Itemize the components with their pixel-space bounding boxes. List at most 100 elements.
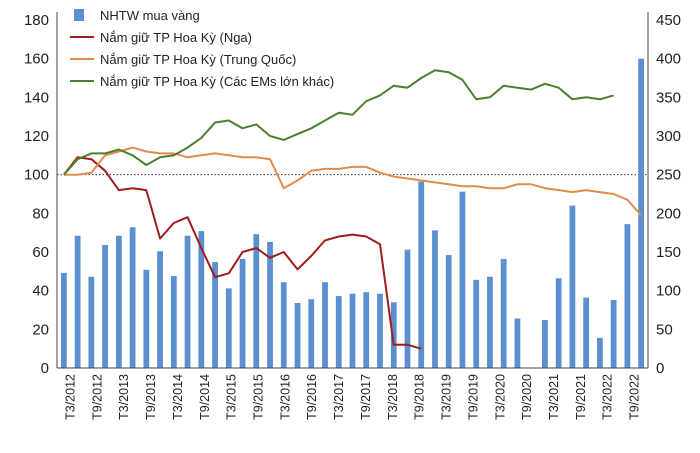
bar [198, 231, 205, 368]
bar [335, 296, 342, 368]
bar [225, 288, 232, 368]
bar [569, 205, 576, 368]
x-tick-label: T3/2022 [601, 374, 615, 420]
bar [239, 258, 246, 368]
bar [555, 278, 562, 368]
bar [514, 318, 521, 368]
x-tick-label: T9/2021 [574, 374, 588, 420]
legend-item-line-3: Nắm giữ TP Hoa Kỳ (Các EMs lớn khác) [70, 74, 334, 89]
x-tick-label: T3/2013 [117, 374, 131, 420]
x-tick-label: T9/2020 [520, 374, 534, 420]
x-tick-label: T3/2012 [63, 374, 77, 420]
left-tick-label: 160 [24, 51, 49, 68]
x-tick-label: T9/2018 [413, 374, 427, 420]
x-tick-label: T9/2016 [305, 374, 319, 420]
x-tick-label: T3/2017 [332, 374, 346, 420]
bar [638, 58, 645, 369]
x-tick-label: T9/2017 [359, 374, 373, 420]
legend: NHTW mua vàng Nắm giữ TP Hoa Kỳ (Nga) Nắ… [70, 8, 334, 89]
x-tick-label: T3/2021 [547, 374, 561, 420]
bar [432, 230, 438, 368]
bar [363, 292, 370, 368]
bar [212, 262, 218, 368]
legend-item-line-1: Nắm giữ TP Hoa Kỳ (Nga) [70, 30, 252, 45]
bar [74, 235, 81, 368]
legend-label-bar: NHTW mua vàng [100, 8, 200, 23]
x-tick-label: T3/2016 [278, 374, 292, 420]
left-tick-label: 180 [24, 12, 49, 29]
bar [115, 235, 122, 368]
bar [102, 245, 108, 368]
bar [308, 299, 315, 368]
legend-swatch-bar [74, 9, 84, 21]
left-tick-label: 120 [24, 128, 49, 145]
bar [404, 249, 411, 368]
bar [583, 297, 590, 368]
right-tick-label: 150 [656, 244, 681, 261]
bar [184, 235, 191, 368]
bar [143, 269, 150, 368]
x-tick-label: T3/2014 [171, 374, 185, 420]
right-tick-label: 400 [656, 51, 681, 68]
left-tick-label: 140 [24, 89, 49, 106]
bar [349, 293, 356, 368]
bar [129, 227, 136, 368]
legend-label-line-russia: Nắm giữ TP Hoa Kỳ (Nga) [100, 30, 252, 45]
legend-item-bar: NHTW mua vàng [74, 8, 200, 23]
right-tick-label: 100 [656, 283, 681, 300]
x-tick-label: T3/2019 [440, 374, 454, 420]
bar [253, 234, 260, 368]
bar [280, 282, 287, 368]
right-tick-label: 450 [656, 12, 681, 29]
bar [473, 279, 480, 368]
right-tick-label: 250 [656, 167, 681, 184]
legend-item-line-2: Nắm giữ TP Hoa Kỳ (Trung Quốc) [70, 52, 296, 67]
bar [157, 251, 163, 368]
x-tick-label: T3/2020 [493, 374, 507, 420]
left-tick-label: 0 [41, 360, 49, 377]
line-other-ems [63, 69, 614, 176]
x-tick-label: T9/2019 [466, 374, 480, 420]
x-tick-label: T9/2022 [628, 374, 642, 420]
legend-label-line-china: Nắm giữ TP Hoa Kỳ (Trung Quốc) [100, 52, 296, 67]
x-tick-label: T9/2013 [144, 374, 158, 420]
axes-layer: 0 20 40 60 80 100 120 140 160 180 0 50 100 150 200 250 3… [24, 12, 681, 420]
right-tick-label: 300 [656, 128, 681, 145]
bar [597, 337, 603, 368]
x-tick-label: T9/2012 [90, 374, 104, 420]
x-tick-label: T3/2018 [386, 374, 400, 420]
bar [60, 272, 67, 368]
bar [445, 255, 452, 368]
bar [377, 293, 383, 368]
line-china [63, 146, 642, 216]
left-tick-label: 100 [24, 167, 49, 184]
right-tick-label: 0 [656, 360, 664, 377]
bar [267, 241, 273, 368]
bar [390, 302, 397, 368]
legend-label-line-other-ems: Nắm giữ TP Hoa Kỳ (Các EMs lớn khác) [100, 74, 334, 89]
bar [459, 191, 466, 368]
bar [294, 303, 301, 368]
x-tick-label: T3/2015 [225, 374, 239, 420]
bar [624, 224, 631, 368]
bar [418, 181, 425, 368]
bar [170, 275, 177, 368]
left-tick-label: 20 [32, 321, 49, 338]
left-tick-label: 80 [32, 205, 49, 222]
line-series-layer [63, 69, 642, 350]
line-russia [63, 156, 422, 350]
bar [542, 320, 548, 368]
bar [610, 299, 617, 368]
bar-series-layer [60, 58, 645, 369]
left-tick-label: 60 [32, 244, 49, 261]
right-tick-label: 350 [656, 89, 681, 106]
right-tick-label: 200 [656, 205, 681, 222]
left-tick-label: 40 [32, 283, 49, 300]
bar [88, 276, 95, 368]
right-tick-label: 50 [656, 321, 673, 338]
bar [322, 282, 328, 368]
x-tick-label: T9/2015 [251, 374, 265, 420]
bar [500, 258, 507, 368]
